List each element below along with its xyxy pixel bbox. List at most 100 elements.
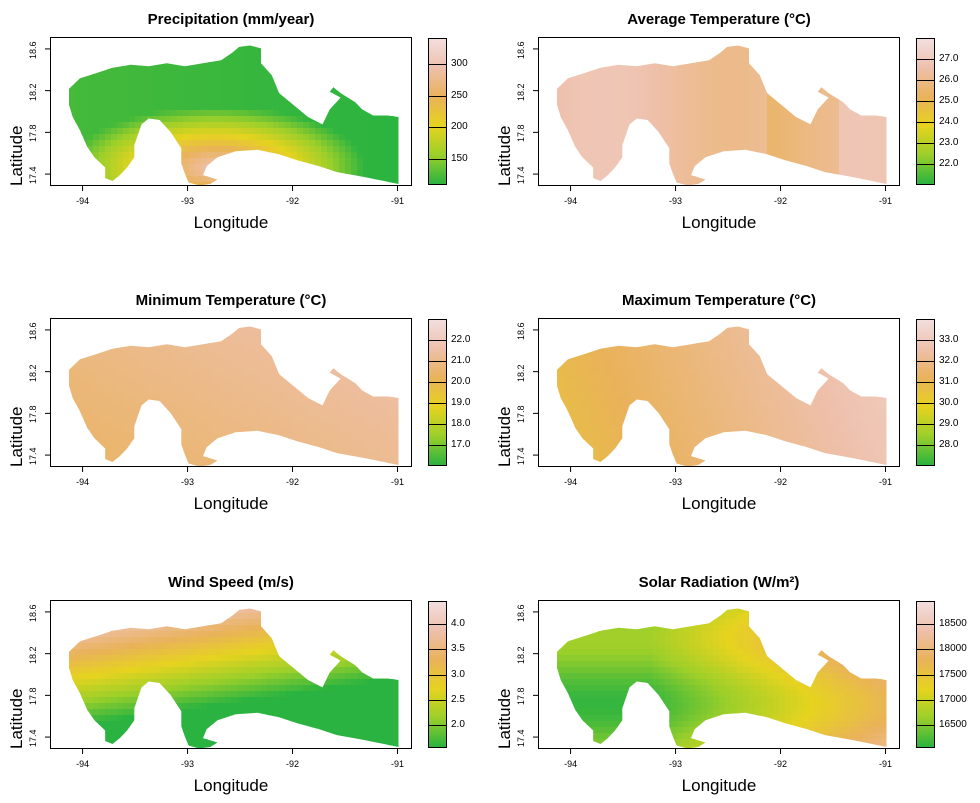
heatmap-cell (231, 379, 238, 386)
heatmap-cell (219, 355, 226, 362)
heatmap-cell (309, 158, 316, 165)
heatmap-cell (195, 62, 202, 69)
heatmap-cell (363, 421, 370, 428)
heatmap-cell (243, 355, 250, 362)
heatmap-cell (291, 140, 298, 147)
heatmap-cell (315, 146, 322, 153)
heatmap-cell (117, 68, 124, 75)
heatmap-cell (207, 74, 214, 81)
heatmap-cell (93, 421, 100, 428)
heatmap-cell (827, 146, 834, 153)
heatmap-cell (339, 92, 346, 99)
heatmap-cell (773, 110, 780, 117)
heatmap-cell (393, 122, 399, 129)
heatmap-cell (333, 122, 340, 129)
heatmap-cell (363, 128, 370, 135)
heatmap-cell (755, 86, 762, 93)
heatmap-cell (87, 80, 94, 87)
heatmap-cell (165, 397, 172, 404)
heatmap-cell (339, 140, 346, 147)
heatmap-cell (333, 409, 340, 416)
heatmap-cell (201, 68, 208, 75)
heatmap-cell (321, 140, 328, 147)
heatmap-cell (213, 457, 220, 464)
heatmap-cell (641, 98, 648, 105)
heatmap-cell (123, 361, 130, 368)
heatmap-cell (749, 86, 756, 93)
heatmap-cell (183, 409, 190, 416)
heatmap-cell (243, 403, 250, 410)
heatmap-cell (111, 373, 118, 380)
heatmap-cell (327, 391, 334, 398)
heatmap-cell (683, 122, 690, 129)
heatmap-cell (213, 80, 220, 87)
heatmap-cell (99, 116, 106, 123)
heatmap-cell (87, 146, 94, 153)
heatmap-cell (159, 343, 166, 350)
heatmap-cell (99, 98, 106, 105)
heatmap-cell (261, 128, 268, 135)
heatmap-cell (159, 98, 166, 105)
heatmap-cell (249, 80, 256, 87)
heatmap-cell (147, 361, 154, 368)
heatmap-cell (225, 349, 232, 356)
heatmap-cell (261, 98, 268, 105)
heatmap-cell (255, 337, 262, 344)
heatmap-cell (833, 110, 840, 117)
heatmap-cell (363, 403, 370, 410)
heatmap-cell (641, 110, 648, 117)
heatmap-cell (327, 122, 334, 129)
heatmap-cell (93, 116, 100, 123)
heatmap-cell (291, 152, 298, 159)
heatmap-cell (599, 68, 606, 75)
heatmap-cell (195, 349, 202, 356)
heatmap-cell (321, 445, 328, 452)
heatmap-cell (267, 391, 274, 398)
heatmap-cell (345, 379, 352, 386)
heatmap-cell (255, 391, 262, 398)
heatmap-cell (243, 128, 250, 135)
heatmap-cell (309, 409, 316, 416)
heatmap-cell (93, 122, 100, 129)
heatmap-cell (75, 110, 82, 117)
heatmap-cell (611, 116, 618, 123)
heatmap-cell (737, 68, 744, 75)
heatmap-cell (177, 98, 184, 105)
heatmap-cell (285, 104, 292, 111)
axis-ticks (533, 48, 887, 191)
heatmap-cell (201, 182, 208, 185)
heatmap-cell (87, 98, 94, 105)
heatmap-cell (249, 134, 256, 141)
heatmap-cell (231, 343, 238, 350)
heatmap-cell (201, 128, 208, 135)
heatmap-cell (123, 104, 130, 111)
heatmap-cell (881, 128, 887, 135)
heatmap-cell (183, 421, 190, 428)
heatmap-cell (387, 146, 394, 153)
heatmap-cell (117, 122, 124, 129)
heatmap-cell (629, 80, 636, 87)
heatmap-cell (357, 128, 364, 135)
heatmap-cell (87, 140, 94, 147)
heatmap-cell (869, 128, 876, 135)
heatmap-cell (363, 445, 370, 452)
heatmap-cell (857, 146, 864, 153)
heatmap-cell (183, 373, 190, 380)
legend-tick-mark (428, 159, 447, 161)
heatmap-cell (201, 433, 208, 440)
heatmap-cell (177, 355, 184, 362)
heatmap-cell (327, 116, 334, 123)
heatmap-cell (869, 158, 876, 165)
heatmap-cell (839, 122, 846, 129)
heatmap-cell (671, 104, 678, 111)
heatmap-cell (183, 397, 190, 404)
heatmap-cell (803, 134, 810, 141)
heatmap-cell (117, 397, 124, 404)
axis-ticks (45, 48, 399, 191)
heatmap-cell (189, 385, 196, 392)
heatmap-cell (875, 134, 882, 141)
heatmap-cell (779, 134, 786, 141)
heatmap-cell (375, 146, 382, 153)
heatmap-cell (761, 140, 768, 147)
heatmap-cell (159, 68, 166, 75)
